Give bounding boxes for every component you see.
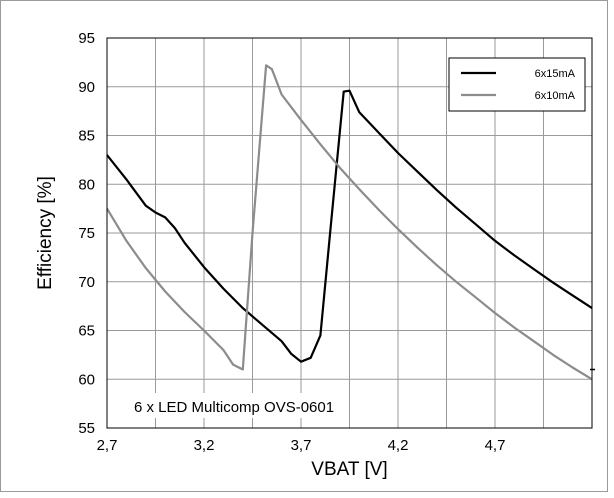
x-axis-label: VBAT [V] (311, 459, 387, 480)
legend-box (448, 57, 586, 112)
series-layer (106, 64, 593, 381)
y-tick-label: 65 (78, 323, 95, 340)
annotation-text: 6 x LED Multicomp OVS-0601 (134, 399, 334, 416)
annotation-box: 6 x LED Multicomp OVS-0601 (126, 393, 334, 418)
plot-border (106, 37, 593, 429)
efficiency-chart: 55 60 65 70 75 80 85 90 95 2,7 3,2 3,7 4,2 4,7 Effic… (35, 30, 595, 480)
y-tick-label: 85 (78, 128, 95, 145)
legend: 6x15mA 6x10mA (448, 57, 586, 112)
x-tick-label: 4,7 (485, 437, 506, 454)
y-tick-label: 60 (78, 371, 95, 388)
chart-frame: 55 60 65 70 75 80 85 90 95 2,7 3,2 3,7 4,2 4,7 Effic… (0, 0, 608, 492)
y-tick-labels: 55 60 65 70 75 80 85 90 95 (78, 30, 95, 437)
x-tick-label: 3,7 (291, 437, 312, 454)
x-tick-label: 4,2 (388, 437, 409, 454)
y-axis-label: Efficiency [%] (35, 176, 56, 290)
y-tick-label: 75 (78, 225, 95, 242)
x-tick-label: 3,2 (194, 437, 215, 454)
series-line-6x10ma (106, 64, 593, 381)
y-tick-label: 95 (78, 30, 95, 47)
series-line-6x15ma (106, 89, 593, 363)
y-tick-label: 55 (78, 420, 95, 437)
y-tick-label: 80 (78, 176, 95, 193)
y-tick-label: 90 (78, 79, 95, 96)
x-tick-labels: 2,7 3,2 3,7 4,2 4,7 (97, 437, 506, 454)
y-tick-label: 70 (78, 274, 95, 291)
legend-label-6x10ma: 6x10mA (535, 90, 576, 102)
x-tick-label: 2,7 (97, 437, 118, 454)
legend-label-6x15ma: 6x15mA (535, 68, 576, 80)
